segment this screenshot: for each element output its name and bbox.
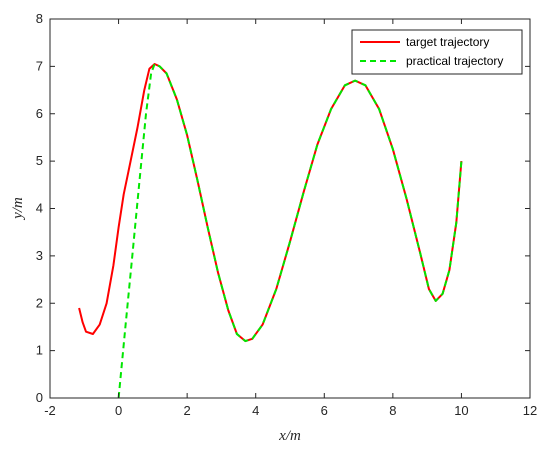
x-tick-label: -2 — [44, 403, 56, 418]
x-tick-label: 8 — [389, 403, 396, 418]
legend-label-practical: practical trajectory — [406, 54, 503, 68]
y-tick-label: 5 — [36, 153, 43, 168]
plot-area — [50, 19, 530, 398]
series-line-practical — [117, 63, 463, 399]
y-tick-label: 3 — [36, 248, 43, 263]
x-axis-label: x/m — [278, 428, 301, 444]
y-tick-label: 6 — [36, 106, 43, 121]
x-tick-label: 10 — [454, 403, 468, 418]
x-tick-label: 0 — [115, 403, 122, 418]
y-axis-label: y/m — [10, 197, 26, 221]
x-tick-label: 6 — [321, 403, 328, 418]
y-tick-label: 7 — [36, 58, 43, 73]
y-tick-label: 4 — [36, 201, 43, 216]
legend-box — [351, 29, 523, 75]
x-tick-label: 12 — [523, 403, 537, 418]
series-layer — [78, 63, 463, 399]
legend: target trajectory practical trajectory — [351, 29, 523, 75]
x-tick-label: 4 — [252, 403, 259, 418]
x-tick-label: 2 — [184, 403, 191, 418]
legend-label-target: target trajectory — [406, 35, 489, 49]
y-tick-label: 0 — [36, 390, 43, 405]
y-tick-label: 2 — [36, 295, 43, 310]
y-tick-label: 8 — [36, 11, 43, 26]
series-line-target — [78, 63, 463, 343]
y-tick-label: 1 — [36, 343, 43, 358]
